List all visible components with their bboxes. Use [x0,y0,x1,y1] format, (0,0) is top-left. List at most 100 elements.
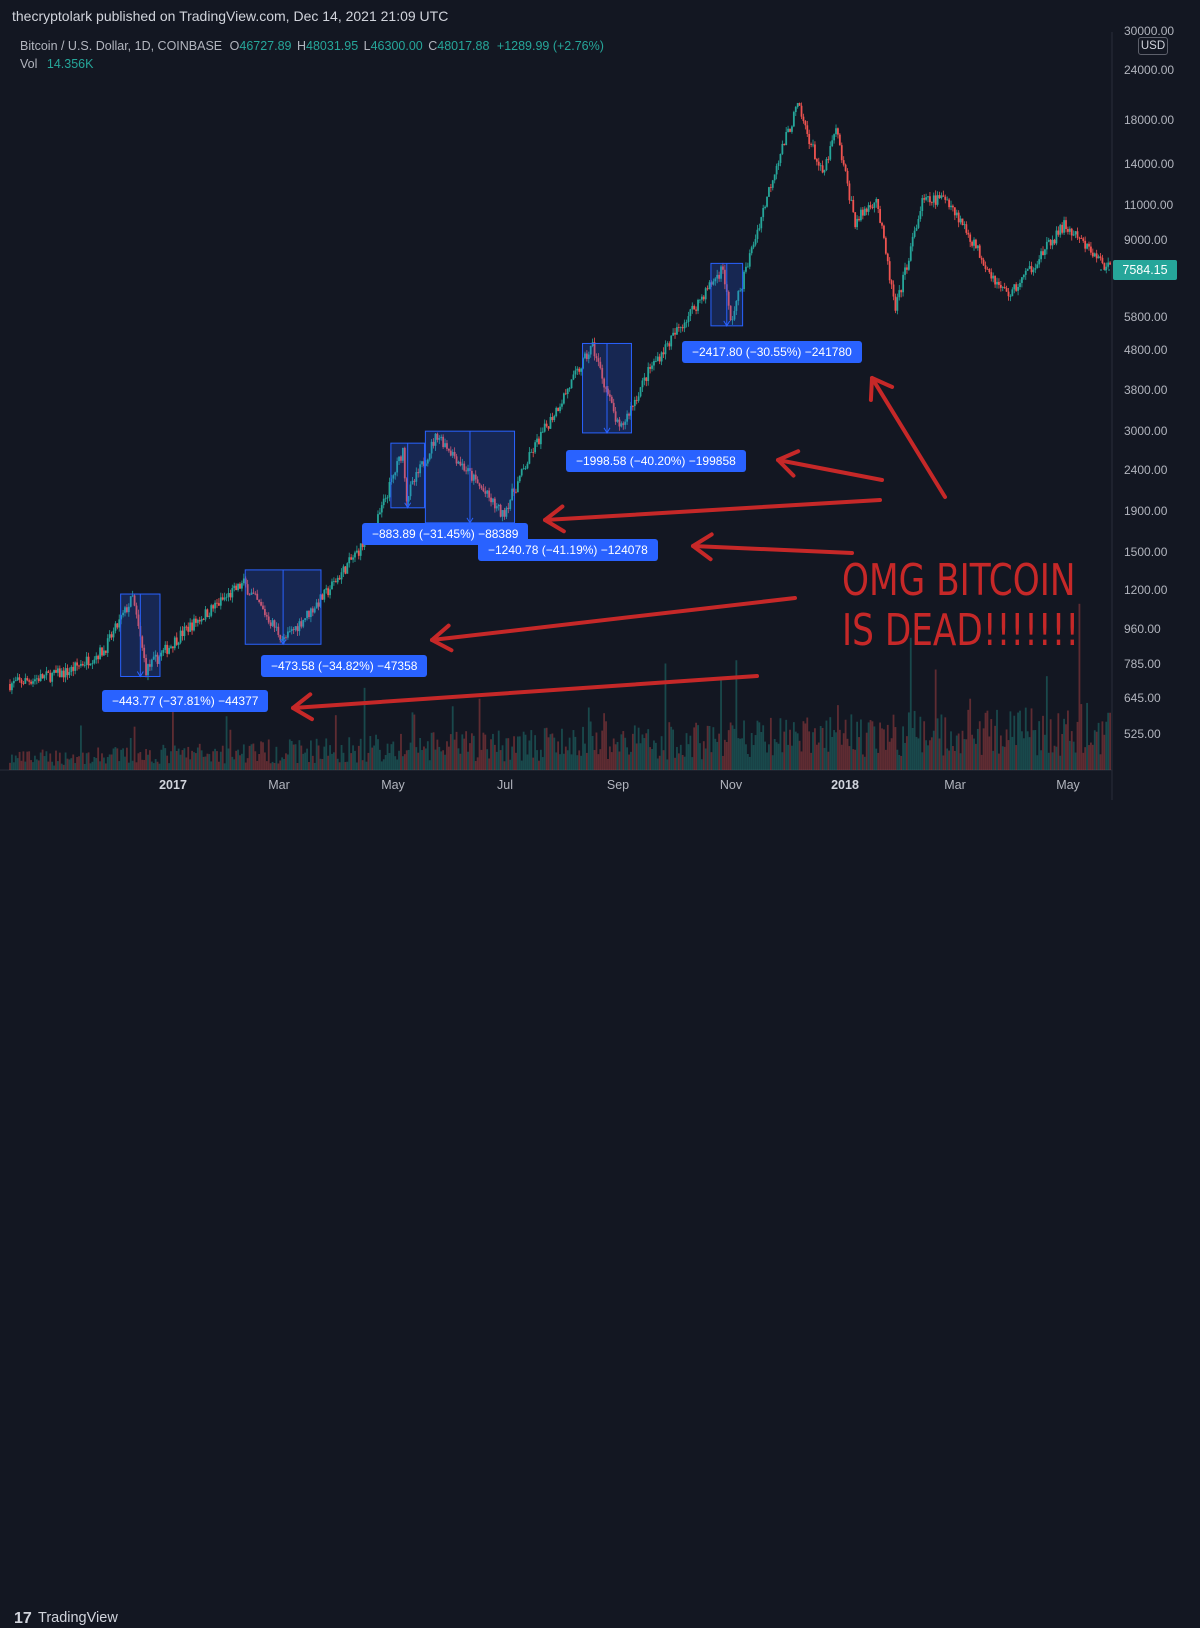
candle [831,135,834,148]
volume-bar [488,758,491,770]
candle [135,602,138,619]
volume-bar [34,755,36,770]
candle [18,674,21,683]
volume-bar [419,737,422,770]
volume-bar [980,754,983,770]
candle [459,456,462,467]
volume-bar [712,727,715,770]
candle [1067,226,1069,235]
volume-bar [400,733,402,770]
volume-bar [773,739,776,770]
candle [1068,226,1071,235]
candle [1072,230,1075,237]
volume-bar [1044,734,1046,770]
volume-bar [99,761,101,770]
volume-bar [321,759,324,770]
volume-bar [70,758,73,770]
candle [30,679,32,686]
y-tick-label: 3000.00 [1124,424,1168,439]
candle [860,207,862,222]
candle [712,278,715,286]
volume-bar [704,748,707,770]
volume-bar [279,760,282,770]
volume-bar [486,749,489,770]
volume-bar [436,739,439,770]
volume-bar [208,754,211,770]
volume-bar [603,713,606,770]
candle [852,195,855,213]
volume-bar [727,730,730,770]
volume-bar [233,759,236,770]
volume-bar [72,754,75,770]
volume-bar [446,741,448,770]
volume-bar [526,754,529,770]
symbol-label[interactable]: Bitcoin / U.S. Dollar, 1D, COINBASE [20,39,223,53]
volume-bar [653,740,655,770]
volume-bar [323,746,326,770]
candle [722,262,724,274]
candle [1074,230,1077,239]
volume-bar [191,750,193,770]
currency-button[interactable]: USD [1138,37,1168,55]
tradingview-logo-icon[interactable]: 17 [14,1610,32,1627]
volume-bar [509,759,512,770]
volume-bar [865,732,868,770]
arrow [776,449,884,482]
volume-bar [281,757,284,770]
volume-bar [465,731,468,770]
volume-bar [520,760,523,770]
volume-bar [423,746,425,770]
volume-bar [953,750,956,770]
y-tick-label: 5800.00 [1124,309,1168,324]
measurement-label: −2417.80 (−30.55%) −241780 [682,341,862,363]
volume-bar [637,727,640,770]
candle [216,598,218,608]
volume-bar [601,730,604,770]
volume-bar [461,734,464,770]
volume-bar [1101,721,1104,770]
volume-bar [999,735,1002,770]
candle [785,127,788,146]
price-chart[interactable] [0,0,1200,838]
candle [729,305,732,322]
volume-bar [1049,719,1052,770]
volume-bar [116,748,119,770]
candle [35,674,38,685]
candle [984,261,987,273]
candle [424,460,427,467]
volume-label[interactable]: Vol [20,57,38,71]
candle [978,243,981,259]
candle [952,204,954,212]
measurement-box [120,593,161,678]
y-tick-label: 4800.00 [1124,342,1168,357]
candle [1090,241,1092,256]
candle [773,174,776,184]
volume-bar [273,763,276,770]
tradingview-brand[interactable]: TradingView [38,1610,118,1626]
candle [32,678,34,687]
volume-bar [718,733,721,770]
candle [720,264,722,282]
candle [168,645,170,655]
candle [614,406,617,425]
candle [195,615,197,627]
volume-bar [101,753,103,770]
volume-bar [334,715,337,770]
candle [1024,267,1027,280]
volume-bar [909,637,912,770]
candle [574,366,577,379]
candle [842,156,845,167]
candle [1063,216,1065,235]
volume-bar [547,737,550,770]
volume-bar [649,747,652,770]
candle [534,440,537,454]
volume-bar [762,725,765,770]
volume-bar [127,762,130,770]
candle [1032,267,1035,276]
volume-bar [20,760,23,770]
candle [520,468,523,478]
volume-bar [76,756,78,770]
candle [233,582,236,592]
candle [47,669,50,673]
candle [80,660,82,668]
